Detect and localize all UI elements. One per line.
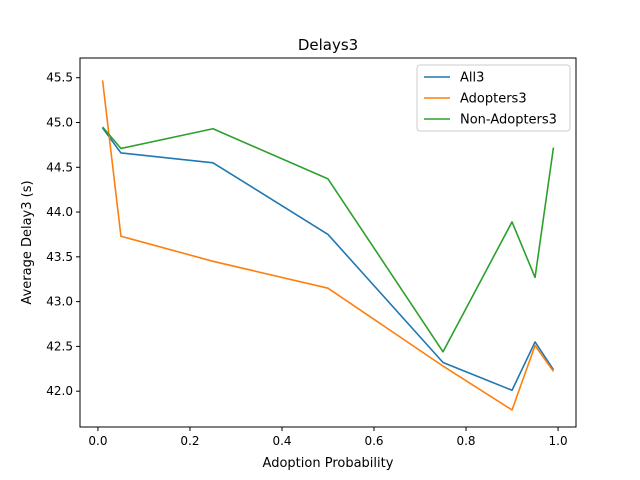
legend-label-adopters3: Adopters3 <box>460 92 527 107</box>
y-tick-label: 44.5 <box>46 160 73 174</box>
x-tick-label: 0.6 <box>364 434 383 448</box>
legend-label-all3: All3 <box>460 71 484 86</box>
x-axis-ticks: 0.0 0.2 0.4 0.6 0.8 1.0 <box>88 427 568 448</box>
x-tick-label: 1.0 <box>549 434 568 448</box>
plot-lines <box>101 80 555 411</box>
series-line-non-adopters3 <box>101 126 555 353</box>
series-line-adopters3 <box>101 80 555 411</box>
plot-frame <box>79 57 577 428</box>
y-tick-label: 44.0 <box>46 205 73 219</box>
x-tick-label: 0.4 <box>272 434 291 448</box>
y-axis-label: Average Delay3 (s) <box>20 180 35 304</box>
y-tick-label: 45.0 <box>46 115 73 129</box>
x-tick-label: 0.2 <box>180 434 199 448</box>
x-tick-label: 0.8 <box>456 434 475 448</box>
y-tick-label: 43.0 <box>46 295 73 309</box>
y-tick-label: 42.5 <box>46 339 73 353</box>
y-tick-label: 43.5 <box>46 250 73 264</box>
y-axis-ticks: 42.0 42.5 43.0 43.5 44.0 44.5 45.0 45.5 <box>46 71 80 398</box>
legend-label-non-adopters3: Non-Adopters3 <box>460 113 557 128</box>
series-line-all3 <box>101 127 555 392</box>
legend: All3 Adopters3 Non-Adopters3 <box>416 64 571 132</box>
y-tick-label: 45.5 <box>46 71 73 85</box>
x-tick-label: 0.0 <box>88 434 107 448</box>
x-axis-label: Adoption Probability <box>263 456 394 471</box>
y-tick-label: 42.0 <box>46 384 73 398</box>
chart-title: Delays3 <box>298 36 358 54</box>
legend-box <box>416 64 571 132</box>
